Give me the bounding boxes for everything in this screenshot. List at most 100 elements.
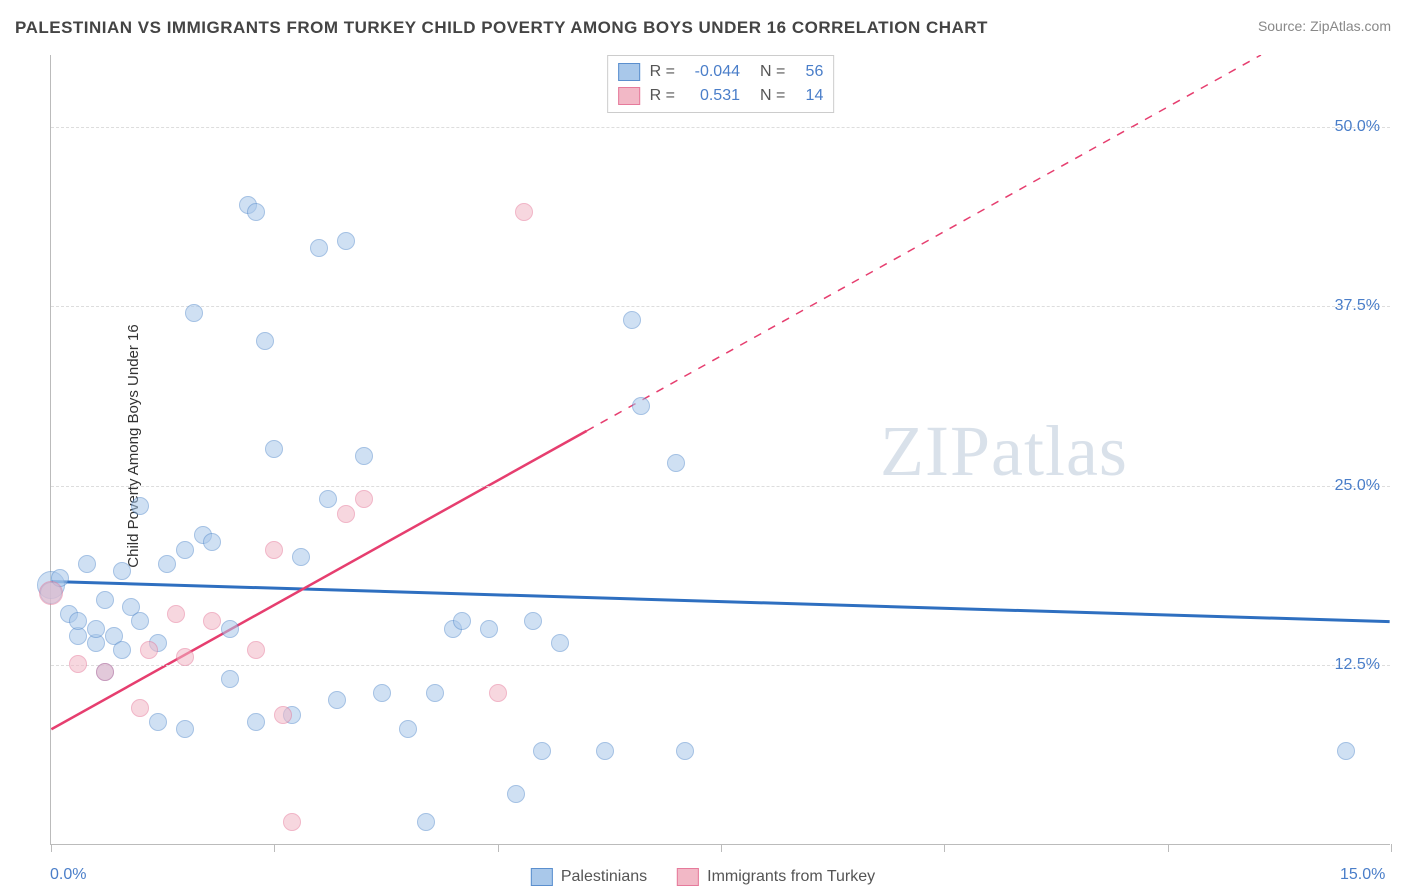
stats-n-value: 14	[795, 84, 823, 108]
scatter-point	[247, 203, 265, 221]
scatter-point	[596, 742, 614, 760]
scatter-point	[149, 713, 167, 731]
scatter-point	[256, 332, 274, 350]
scatter-point	[131, 612, 149, 630]
scatter-point	[507, 785, 525, 803]
stats-swatch	[618, 87, 640, 105]
gridline	[51, 665, 1390, 666]
y-tick-label: 50.0%	[1335, 118, 1380, 136]
scatter-point	[623, 311, 641, 329]
scatter-point	[87, 620, 105, 638]
scatter-point	[319, 490, 337, 508]
scatter-point	[247, 713, 265, 731]
scatter-point	[78, 555, 96, 573]
scatter-point	[1337, 742, 1355, 760]
stats-r-label: R =	[650, 60, 675, 84]
scatter-point	[355, 490, 373, 508]
chart-title: PALESTINIAN VS IMMIGRANTS FROM TURKEY CH…	[15, 18, 988, 38]
scatter-point	[551, 634, 569, 652]
scatter-point	[203, 612, 221, 630]
gridline	[51, 127, 1390, 128]
scatter-point	[167, 605, 185, 623]
x-tick	[51, 844, 52, 852]
scatter-point	[113, 641, 131, 659]
x-tick	[1391, 844, 1392, 852]
legend-swatch	[677, 868, 699, 886]
scatter-point	[265, 541, 283, 559]
scatter-point	[533, 742, 551, 760]
scatter-point	[131, 699, 149, 717]
legend-swatch	[531, 868, 553, 886]
y-tick-label: 25.0%	[1335, 477, 1380, 495]
scatter-point	[310, 239, 328, 257]
y-tick-label: 12.5%	[1335, 656, 1380, 674]
scatter-point	[417, 813, 435, 831]
scatter-point	[355, 447, 373, 465]
scatter-point	[96, 663, 114, 681]
scatter-point	[399, 720, 417, 738]
legend: Palestinians Immigrants from Turkey	[531, 868, 875, 886]
scatter-point	[113, 562, 131, 580]
scatter-point	[292, 548, 310, 566]
scatter-point	[515, 203, 533, 221]
scatter-point	[185, 304, 203, 322]
scatter-point	[328, 691, 346, 709]
scatter-point	[480, 620, 498, 638]
scatter-point	[176, 541, 194, 559]
scatter-point	[176, 720, 194, 738]
x-tick	[721, 844, 722, 852]
stats-swatch	[618, 63, 640, 81]
legend-item: Palestinians	[531, 868, 647, 886]
gridline	[51, 306, 1390, 307]
scatter-point	[221, 620, 239, 638]
x-tick	[498, 844, 499, 852]
legend-label: Palestinians	[561, 868, 647, 886]
scatter-point	[39, 581, 63, 605]
stats-n-label: N =	[760, 84, 785, 108]
trend-line	[51, 581, 1389, 621]
scatter-point	[69, 612, 87, 630]
scatter-point	[489, 684, 507, 702]
x-tick-label: 15.0%	[1340, 866, 1385, 884]
scatter-point	[221, 670, 239, 688]
stats-r-label: R =	[650, 84, 675, 108]
x-tick	[1168, 844, 1169, 852]
y-tick-label: 37.5%	[1335, 297, 1380, 315]
scatter-point	[676, 742, 694, 760]
stats-row: R = 0.531 N = 14	[618, 84, 824, 108]
scatter-point	[426, 684, 444, 702]
legend-item: Immigrants from Turkey	[677, 868, 875, 886]
scatter-point	[140, 641, 158, 659]
scatter-point	[524, 612, 542, 630]
scatter-point	[131, 497, 149, 515]
scatter-point	[247, 641, 265, 659]
scatter-point	[203, 533, 221, 551]
x-tick	[944, 844, 945, 852]
correlation-stats-box: R = -0.044 N = 56 R = 0.531 N = 14	[607, 55, 835, 113]
stats-n-value: 56	[795, 60, 823, 84]
scatter-point	[96, 591, 114, 609]
scatter-point	[337, 232, 355, 250]
scatter-point	[158, 555, 176, 573]
scatter-point	[337, 505, 355, 523]
stats-r-value: 0.531	[685, 84, 740, 108]
legend-label: Immigrants from Turkey	[707, 868, 875, 886]
source-label: Source: ZipAtlas.com	[1258, 18, 1391, 34]
trend-line	[51, 431, 586, 729]
scatter-point	[632, 397, 650, 415]
scatter-point	[373, 684, 391, 702]
scatter-point	[667, 454, 685, 472]
scatter-point	[265, 440, 283, 458]
scatter-point	[274, 706, 292, 724]
scatter-point	[69, 655, 87, 673]
scatter-point	[453, 612, 471, 630]
scatter-plot: R = -0.044 N = 56 R = 0.531 N = 14 12.5% 25.0% 37…	[50, 55, 1390, 845]
x-tick-label: 0.0%	[50, 866, 86, 884]
gridline	[51, 486, 1390, 487]
x-tick	[274, 844, 275, 852]
scatter-point	[283, 813, 301, 831]
stats-row: R = -0.044 N = 56	[618, 60, 824, 84]
scatter-point	[176, 648, 194, 666]
stats-r-value: -0.044	[685, 60, 740, 84]
stats-n-label: N =	[760, 60, 785, 84]
